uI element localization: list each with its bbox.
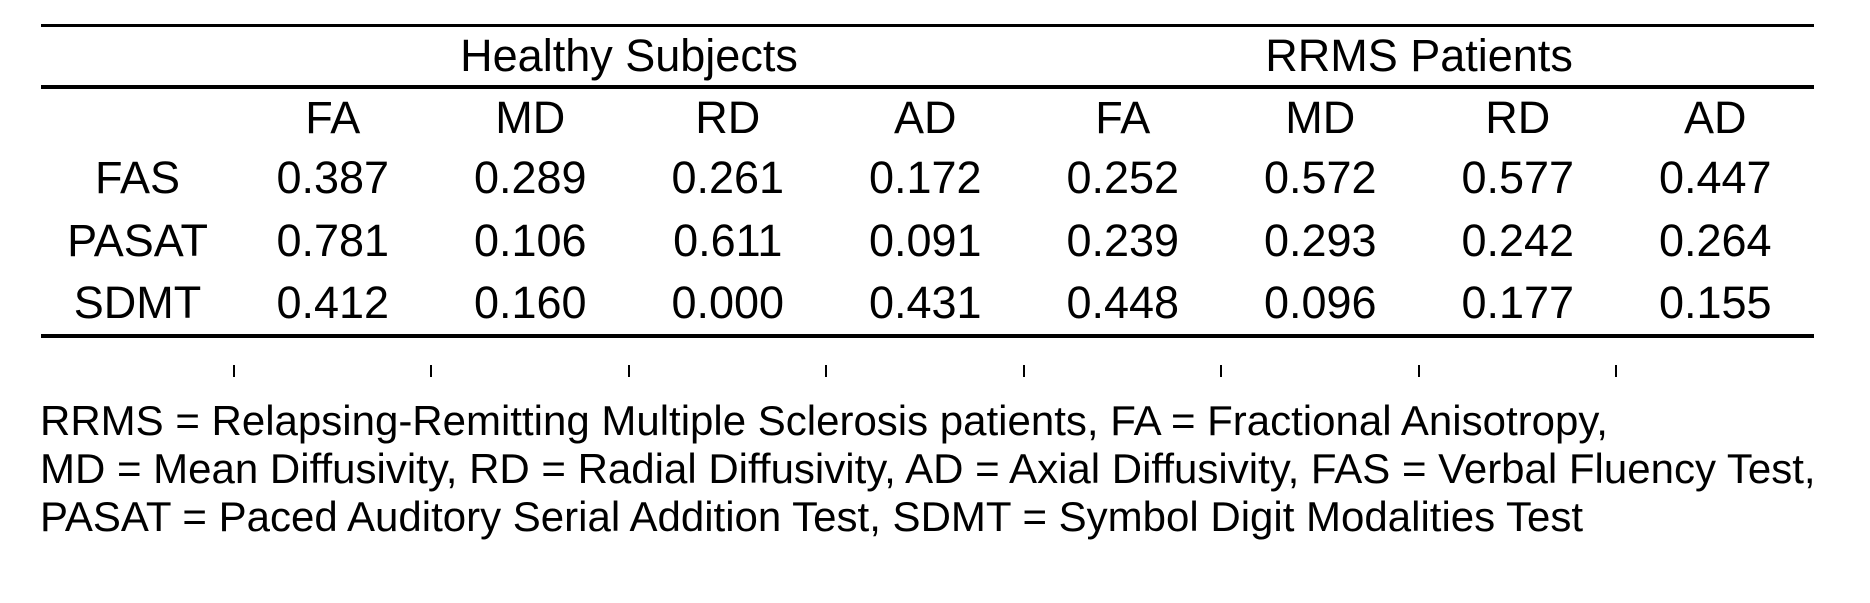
table-row-pasat: PASAT 0.781 0.106 0.611 0.091 0.239 0.29…	[41, 210, 1814, 273]
cell-sdmt-healthy-fa: 0.412	[276, 277, 390, 328]
col-header-rrms-fa: FA	[1095, 91, 1151, 143]
col-header-rrms-rd: RD	[1485, 91, 1551, 143]
cell-fas-rrms-ad: 0.447	[1658, 152, 1772, 203]
row-label-pasat: PASAT	[67, 215, 208, 266]
col-header-healthy-fa: FA	[305, 91, 361, 143]
col-header-rrms-ad: AD	[1684, 91, 1747, 143]
group-header-healthy-subjects: Healthy Subjects	[234, 25, 1024, 89]
footnote: RRMS = Relapsing-Remitting Multiple Scle…	[40, 397, 1870, 541]
stub-cell	[41, 25, 234, 89]
paper-table-figure: Healthy Subjects RRMS Patients FA MD RD …	[0, 24, 1870, 603]
column-tick	[1418, 365, 1420, 377]
cell-pasat-healthy-ad: 0.091	[868, 215, 982, 266]
cell-fas-rrms-fa: 0.252	[1066, 152, 1180, 203]
cell-pasat-rrms-md: 0.293	[1263, 215, 1377, 266]
cell-sdmt-healthy-rd: 0.000	[671, 277, 785, 328]
cell-sdmt-rrms-fa: 0.448	[1066, 277, 1180, 328]
row-label-sdmt: SDMT	[73, 277, 202, 328]
column-tick	[628, 365, 630, 377]
stub-cell	[41, 87, 234, 147]
cell-sdmt-rrms-ad: 0.155	[1658, 277, 1772, 328]
table-row-fas: FAS 0.387 0.289 0.261 0.172 0.252 0.572 …	[41, 147, 1814, 210]
cell-pasat-healthy-fa: 0.781	[276, 215, 390, 266]
column-tick	[1615, 365, 1617, 377]
cell-sdmt-rrms-md: 0.096	[1263, 277, 1377, 328]
group-header-row: Healthy Subjects RRMS Patients	[41, 25, 1815, 89]
col-header-rrms-md: MD	[1285, 91, 1356, 143]
column-tick	[430, 365, 432, 377]
correlation-table: Healthy Subjects RRMS Patients FA MD RD …	[41, 24, 1815, 338]
cell-sdmt-healthy-md: 0.160	[473, 277, 587, 328]
cell-fas-healthy-fa: 0.387	[276, 152, 390, 203]
column-header-row: FA MD RD AD FA MD RD AD	[41, 87, 1814, 147]
footnote-line-1: RRMS = Relapsing-Remitting Multiple Scle…	[40, 396, 1608, 444]
cell-fas-rrms-rd: 0.577	[1461, 152, 1575, 203]
column-tick	[1220, 365, 1222, 377]
cell-pasat-rrms-ad: 0.264	[1658, 215, 1772, 266]
column-tick	[233, 365, 235, 377]
col-header-healthy-rd: RD	[695, 91, 761, 143]
cell-pasat-rrms-rd: 0.242	[1461, 215, 1575, 266]
row-label-fas: FAS	[94, 152, 181, 203]
cell-pasat-healthy-rd: 0.611	[673, 215, 783, 266]
column-tick	[825, 365, 827, 377]
cell-pasat-healthy-md: 0.106	[473, 215, 587, 266]
column-tick	[1023, 365, 1025, 377]
group-header-rrms-patients: RRMS Patients	[1024, 25, 1815, 89]
cell-sdmt-healthy-ad: 0.431	[868, 277, 982, 328]
cell-fas-healthy-md: 0.289	[473, 152, 587, 203]
footnote-line-2: MD = Mean Diffusivity, RD = Radial Diffu…	[40, 444, 1816, 492]
footnote-line-3: PASAT = Paced Auditory Serial Addition T…	[40, 492, 1584, 540]
cell-sdmt-rrms-rd: 0.177	[1461, 277, 1575, 328]
col-header-healthy-md: MD	[495, 91, 566, 143]
cell-fas-rrms-md: 0.572	[1263, 152, 1377, 203]
cell-fas-healthy-rd: 0.261	[671, 152, 785, 203]
table-row-sdmt: SDMT 0.412 0.160 0.000 0.431 0.448 0.096…	[41, 273, 1814, 336]
cell-fas-healthy-ad: 0.172	[868, 152, 982, 203]
cell-pasat-rrms-fa: 0.239	[1066, 215, 1180, 266]
col-header-healthy-ad: AD	[893, 91, 957, 143]
